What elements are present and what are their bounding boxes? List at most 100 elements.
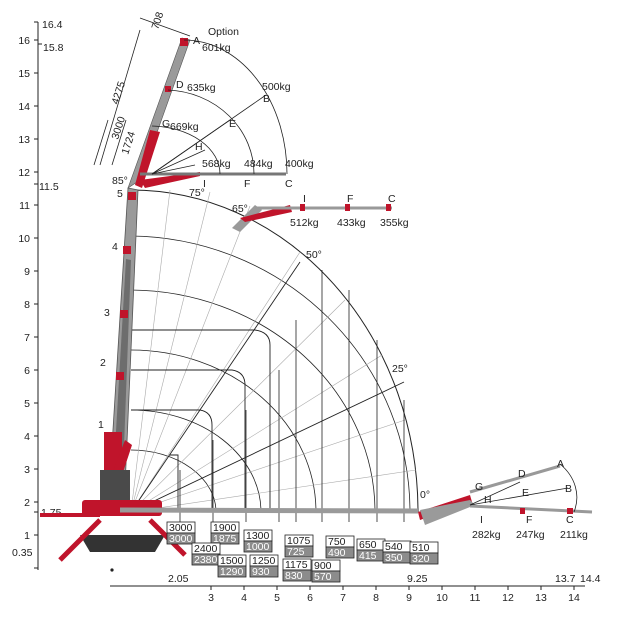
dim-4275: 4275 bbox=[109, 80, 128, 106]
jib-arc-outer bbox=[183, 39, 288, 175]
jib-high-F-load: 484kg bbox=[244, 158, 273, 170]
capacity-top-value: 750 bbox=[328, 536, 346, 548]
jib-mid-F-load: 433kg bbox=[337, 217, 366, 229]
capacity-top-value: 1500 bbox=[220, 555, 244, 567]
option-label: Option bbox=[208, 26, 239, 38]
y-tick-label: 12 bbox=[18, 167, 30, 179]
working-range bbox=[130, 189, 419, 522]
capacity-top-value: 1075 bbox=[287, 535, 311, 547]
x-tick-label: 8 bbox=[373, 592, 379, 604]
outer-range-arc bbox=[130, 189, 419, 513]
jib-mid-F-id: F bbox=[347, 193, 353, 205]
jib-low-F-load: 247kg bbox=[516, 529, 545, 541]
jib-high-B-id: B bbox=[263, 93, 270, 105]
jib-high-I-id: I bbox=[203, 178, 206, 190]
section-labels: 1 2 3 4 5 bbox=[98, 188, 123, 431]
jib-mid-I-id: I bbox=[303, 193, 306, 205]
dim-708: 708 bbox=[149, 10, 166, 31]
jib-low-H-id: H bbox=[484, 494, 492, 506]
y-axis-ticks: 16 15 14 13 12 11 10 9 8 7 6 5 4 3 2 1 bbox=[18, 35, 38, 542]
jib-low-G-id: G bbox=[475, 481, 483, 493]
radial-lines bbox=[130, 189, 417, 513]
x-tick-label: 11 bbox=[470, 592, 481, 604]
jib-low-E-id: E bbox=[522, 487, 529, 499]
y-tick-label: 1 bbox=[24, 530, 30, 542]
capacity-bottom-value: 490 bbox=[328, 547, 346, 559]
jib-low-C-id: C bbox=[566, 514, 574, 526]
y-tick-label: 14 bbox=[18, 101, 30, 113]
y-tick-label: 3 bbox=[24, 464, 30, 476]
jib-high-C-id: C bbox=[285, 178, 293, 190]
capacity-bottom-value: 1290 bbox=[220, 566, 244, 578]
jib-low: A D B G E H I 282kg F 247kg C 211kg bbox=[418, 458, 593, 541]
angle-50: 50° bbox=[306, 249, 322, 261]
y-tick-label: 9 bbox=[24, 266, 30, 278]
capacity-box-bottom bbox=[311, 570, 341, 583]
jib-high-I-load: 568kg bbox=[202, 158, 231, 170]
y-tick-label: 11 bbox=[19, 200, 30, 212]
jib-high-E-id: E bbox=[229, 118, 236, 130]
x-tick-label: 14 bbox=[568, 592, 580, 604]
y-tick-label: 8 bbox=[24, 299, 30, 311]
x-label-r2: 14.4 bbox=[580, 573, 601, 585]
capacity-bottom-value: 320 bbox=[412, 553, 430, 565]
jib-high-G-id: G bbox=[162, 118, 170, 130]
x-tick-label: 3 bbox=[208, 592, 214, 604]
y-label-second: 15.8 bbox=[43, 42, 64, 54]
angle-85: 85° bbox=[112, 175, 128, 187]
capacity-box-bottom bbox=[243, 540, 273, 553]
capacity-top-value: 1300 bbox=[246, 530, 270, 542]
capacity-box-bottom bbox=[166, 532, 196, 545]
x-tick-label: 12 bbox=[502, 592, 514, 604]
y-tick-label: 13 bbox=[18, 134, 30, 146]
capacity-bottom-value: 725 bbox=[287, 546, 305, 558]
capacity-bottom-value: 1000 bbox=[246, 541, 270, 553]
capacity-box-bottom bbox=[210, 532, 240, 545]
capacity-box-bottom bbox=[249, 565, 279, 578]
jib-high-D-load: 635kg bbox=[187, 82, 216, 94]
capacity-top-value: 900 bbox=[314, 560, 332, 572]
jib-high-C-load: 400kg bbox=[285, 158, 314, 170]
x-label-r1: 13.7 bbox=[555, 573, 576, 585]
jib-mid-I-load: 512kg bbox=[290, 217, 319, 229]
section-5-label: 5 bbox=[117, 188, 123, 200]
capacity-bottom-value: 1875 bbox=[213, 533, 237, 545]
capacity-top-value: 510 bbox=[412, 542, 430, 554]
y-tick-label: 5 bbox=[24, 398, 30, 410]
section-1-label: 1 bbox=[98, 419, 104, 431]
angle-0: 0° bbox=[420, 489, 430, 501]
axes bbox=[37, 22, 585, 587]
y-tick-label: 15 bbox=[18, 68, 30, 80]
capacity-top-value: 1175 bbox=[285, 559, 308, 571]
x-tick-label: 6 bbox=[307, 592, 313, 604]
y-tick-label: 6 bbox=[24, 365, 30, 377]
angle-labels: 85° 75° 65° 50° 25° 0° bbox=[112, 175, 430, 501]
range-arc-3 bbox=[130, 289, 376, 513]
jib-low-D-id: D bbox=[518, 468, 526, 480]
jib-dimensions bbox=[93, 17, 191, 166]
capacity-top-value: 650 bbox=[359, 539, 377, 551]
jib-high-H-id: H bbox=[195, 141, 203, 153]
jib-high-B-load: 500kg bbox=[262, 81, 291, 93]
capacity-bottom-value: 3000 bbox=[169, 533, 193, 545]
reach-lines bbox=[179, 270, 405, 522]
capacity-box-bottom bbox=[284, 545, 314, 558]
capacity-bottom-value: 930 bbox=[252, 566, 270, 578]
jib-mid: I 512kg F 433kg C 355kg bbox=[232, 193, 409, 232]
angle-65: 65° bbox=[232, 203, 248, 215]
origin-marker bbox=[110, 568, 114, 572]
y-tick-label: 10 bbox=[18, 233, 30, 245]
jib-low-F-id: F bbox=[526, 514, 532, 526]
y-label-top: 16.4 bbox=[42, 19, 63, 31]
capacity-bottom-value: 2380 bbox=[194, 554, 218, 566]
capacity-bottom-value: 830 bbox=[285, 570, 303, 582]
jib-low-C-load: 211kg bbox=[560, 529, 588, 541]
y-label-base: 0.35 bbox=[12, 547, 33, 559]
capacity-box-bottom bbox=[409, 552, 439, 565]
angle-25: 25° bbox=[392, 363, 408, 375]
jib-low-B-id: B bbox=[565, 483, 572, 495]
jib-low-A-id: A bbox=[557, 458, 564, 470]
capacity-box-bottom bbox=[217, 565, 247, 578]
